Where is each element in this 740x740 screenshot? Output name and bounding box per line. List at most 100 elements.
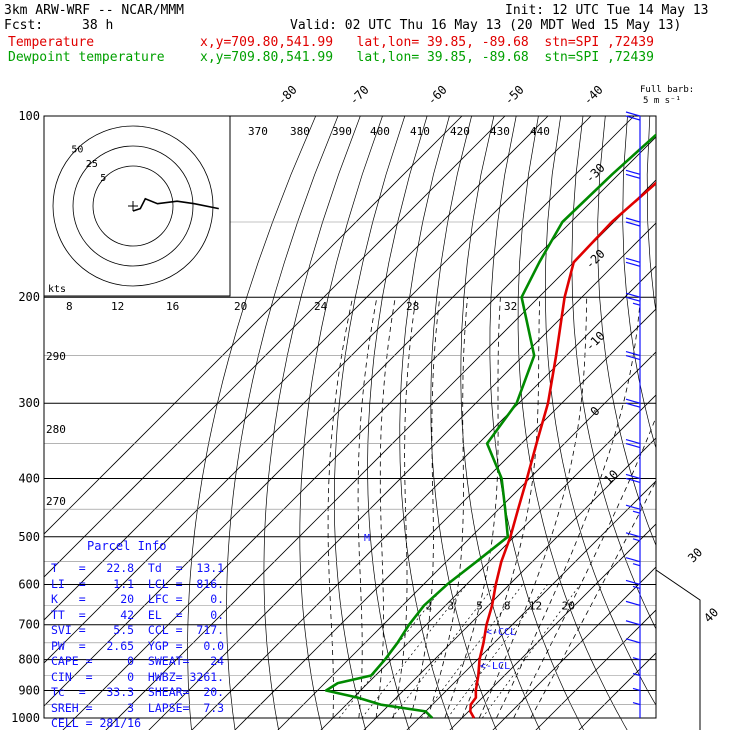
- parcel-info-row: LI = 1.1 LCL = 816.: [51, 576, 225, 591]
- isotherm-line: [277, 351, 656, 730]
- theta-label: 440: [530, 125, 550, 138]
- init-time: Init: 12 UTC Tue 14 May 13: [505, 3, 709, 18]
- theta-label: 400: [370, 125, 390, 138]
- parcel-info-row: SVI = 5.5 CCL = 717.: [51, 623, 225, 637]
- hodograph-ring-label: 50: [71, 144, 83, 155]
- pressure-axis-label: 1000: [11, 711, 40, 725]
- theta-label: 390: [332, 125, 352, 138]
- parcel-info-row: SREH = 3 LAPSE= 7.3: [51, 700, 225, 715]
- wind-barb-half: [632, 538, 641, 542]
- wind-barb: [625, 292, 641, 298]
- isotherm-label: 10: [601, 467, 621, 487]
- isotherm-line: [406, 480, 656, 730]
- pressure-axis-label: 700: [18, 618, 40, 632]
- theta-label: 410: [410, 125, 430, 138]
- dry-adiabat-line: [717, 116, 740, 731]
- hodograph-trace: [132, 197, 219, 212]
- isotherm-label: -40: [581, 83, 606, 108]
- dry-adiabat-line: [544, 116, 656, 707]
- wind-barb: [625, 600, 641, 606]
- wind-barb-half: [632, 563, 641, 567]
- freezing-level-marker: M: [364, 533, 370, 544]
- wind-barb-half: [632, 657, 641, 661]
- isotherm-label: -60: [425, 83, 450, 108]
- wind-barb: [625, 350, 641, 357]
- parcel-info-title: Parcel Info: [87, 539, 167, 553]
- wind-barb: [625, 638, 641, 644]
- mixing-ratio-label: 2: [426, 599, 433, 612]
- isotherm-line: [363, 437, 656, 730]
- dry-adiabat-line: [646, 116, 656, 314]
- lcl-annotation: <-LCL: [480, 661, 510, 672]
- isotherm-label: 30: [685, 545, 705, 565]
- wind-barb-half: [632, 687, 641, 692]
- pressure-axis-label: 900: [18, 683, 40, 697]
- isotherm-line: [44, 116, 592, 664]
- isotherm-label: 0: [588, 404, 603, 419]
- dry-adiabat-line: [517, 116, 628, 730]
- dry-adiabat-line: [622, 116, 656, 450]
- isotherm-label: 24: [314, 300, 328, 313]
- moist-adiabat-line: [375, 297, 396, 719]
- mixing-ratio-line: [338, 584, 446, 719]
- isotherm-label: -70: [347, 83, 372, 108]
- isotherm-line: [62, 136, 656, 730]
- theta-label: 370: [248, 125, 268, 138]
- parcel-info-row: TT = 42 EL = 0.: [51, 607, 225, 622]
- wind-barb: [625, 261, 641, 267]
- parcel-info-row: CIN = 0 HWBZ= 3261.: [51, 669, 225, 684]
- dry-adiabat-line: [597, 116, 656, 547]
- isotherm-line: [44, 116, 506, 578]
- theta-label: 420: [450, 125, 470, 138]
- isotherm-line: [320, 394, 656, 730]
- pressure-axis-label: 600: [18, 577, 40, 591]
- isotherm-line: [234, 308, 656, 730]
- hodograph-ring: [52, 125, 214, 287]
- wind-barb: [625, 442, 641, 449]
- wind-barb: [625, 532, 641, 538]
- wind-barb: [625, 557, 641, 563]
- dry-adiabat-line: [299, 116, 383, 730]
- dry-adiabat-line: [263, 116, 361, 730]
- isotherm-line: [449, 523, 656, 730]
- isotherm-line: [492, 566, 656, 730]
- frame-corner: [655, 569, 701, 730]
- hodograph-ring: [92, 165, 174, 247]
- plot-frame: [43, 115, 657, 719]
- mixing-ratio-label: 5: [476, 599, 483, 612]
- moist-adiabat-line: [513, 416, 656, 719]
- isotherm-line: [44, 116, 549, 621]
- mixing-ratio-label: 8: [504, 599, 511, 612]
- hodograph-ring-label: 5: [100, 173, 106, 184]
- wind-barb-half: [632, 302, 641, 306]
- wind-barb-half: [632, 702, 641, 706]
- isotherm-label: 32: [504, 300, 517, 313]
- mixing-ratio-label: 20: [562, 599, 575, 612]
- isotherm-label: 28: [406, 300, 419, 313]
- isotherm-label: 20: [234, 300, 247, 313]
- theta-label: 270: [46, 495, 66, 508]
- pressure-axis-label: 500: [18, 530, 40, 544]
- moist-adiabat-line: [444, 297, 501, 719]
- ccl-annotation: <-CCL: [486, 627, 516, 638]
- isotherm-label: -10: [583, 329, 608, 354]
- dry-adiabat-line: [460, 116, 541, 730]
- wind-barb-half: [632, 510, 641, 514]
- isotherm-label: -50: [502, 83, 527, 108]
- dry-adiabat-line: [571, 116, 656, 630]
- wind-barb: [625, 477, 641, 484]
- isotherm-label: 16: [166, 300, 179, 313]
- parcel-info-row: Tc = 33.3 SHEAR= 20.: [51, 685, 225, 699]
- dry-adiabat-line: [187, 116, 317, 730]
- wind-barb: [625, 504, 641, 510]
- moist-adiabat-line: [357, 297, 378, 719]
- isotherm-label: 12: [111, 300, 124, 313]
- dry-adiabat-line: [671, 116, 740, 731]
- dry-adiabat-line: [226, 116, 339, 730]
- wind-barb-half: [632, 672, 641, 677]
- dry-adiabat-line: [367, 116, 428, 730]
- isotherm-line: [148, 222, 656, 730]
- hodograph-ring-label: 25: [86, 159, 98, 170]
- wind-barb: [625, 473, 641, 480]
